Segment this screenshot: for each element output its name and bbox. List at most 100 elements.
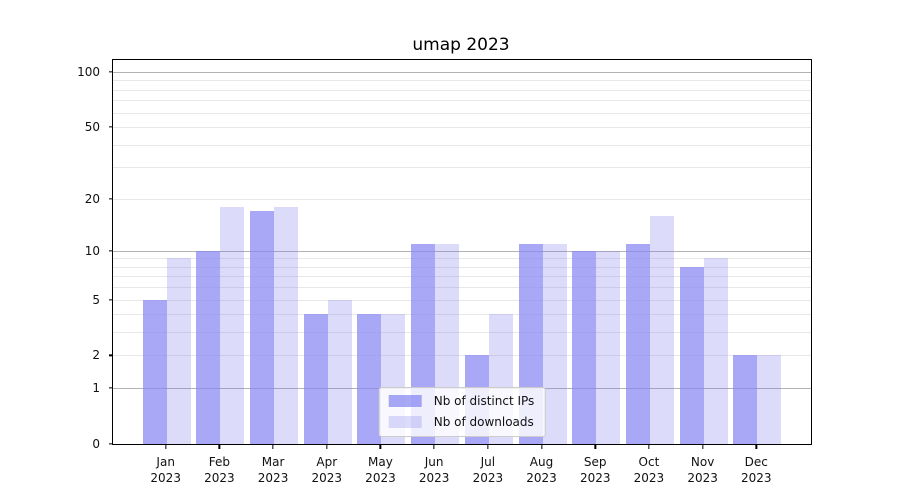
bar-nb-of-distinct-ips-apr [303,314,328,444]
month-name: May [368,455,393,469]
bar-nb-of-downloads-jan [166,258,191,444]
gridline-major-100 [113,71,811,73]
x-tick-mark-jan [165,445,167,449]
y-tick-mark-20 [109,197,113,200]
legend-entry-downloads: Nb of downloads [388,415,535,429]
gridline-minor-8 [113,266,811,268]
x-tick-label-nov: Nov 2023 [687,454,718,486]
month-name: Nov [690,455,715,469]
month-name: Jan [156,455,175,469]
bar-nb-of-downloads-apr [327,299,352,444]
month-year: 2023 [687,471,718,485]
bar-nb-of-distinct-ips-nov [679,266,704,444]
month-year: 2023 [472,471,504,485]
x-tick-mark-jul [487,445,489,449]
x-tick-label-jan: Jan 2023 [150,454,181,486]
bar-nb-of-distinct-ips-mar [250,210,275,444]
month-year: 2023 [257,471,289,485]
gridline-minor-7 [113,276,811,278]
y-tick-label-100: 100 [77,64,100,79]
legend-label-distinct-ips: Nb of distinct IPs [433,394,535,408]
legend-swatch-distinct-ips-icon [388,395,422,407]
x-axis: Jan 2023 Feb 2023 Mar 2023 Apr 2023 May 2023 Jun 20… [112,445,810,495]
x-tick-mark-jun [433,445,435,449]
gridline-minor-90 [113,80,811,82]
month-year: 2023 [150,471,181,485]
gridline-minor-3 [113,332,811,334]
x-tick-mark-oct [648,445,650,449]
x-tick-label-jun: Jun 2023 [419,454,450,486]
gridline-major-10 [113,250,811,252]
y-tick-mark-0 [109,443,113,445]
x-tick-label-mar: Mar 2023 [258,454,289,486]
month-name: Dec [744,455,768,469]
bar-nb-of-distinct-ips-dec [733,355,758,444]
gridline-minor-9 [113,258,811,260]
x-tick-mark-feb [218,445,221,449]
gridline-minor-5 [113,299,811,301]
bar-nb-of-downloads-oct [649,215,674,444]
x-tick-mark-mar [272,445,274,449]
x-tick-mark-nov [701,445,704,449]
y-tick-label-5: 5 [92,292,100,307]
y-tick-label-50: 50 [84,119,100,134]
x-tick-label-aug: Aug 2023 [526,454,557,486]
x-tick-mark-aug [540,445,543,449]
x-tick-label-may: May 2023 [365,454,396,486]
gridline-minor-40 [113,144,811,146]
bar-nb-of-downloads-sep [596,250,621,444]
month-year: 2023 [579,471,611,485]
month-year: 2023 [418,471,450,485]
x-tick-mark-may [379,445,382,449]
bar-nb-of-distinct-ips-sep [572,250,597,444]
y-tick-mark-1 [109,387,113,389]
month-year: 2023 [311,471,343,485]
gridline-minor-20 [113,198,811,200]
y-axis: 0 1 2 5 10 20 50 100 [0,60,113,451]
x-tick-label-dec: Dec 2023 [741,454,772,486]
month-name: Apr [316,455,338,469]
gridline-minor-60 [113,112,811,114]
gridline-minor-80 [113,89,811,91]
month-name: Mar [261,455,285,469]
bar-nb-of-distinct-ips-oct [625,243,650,444]
y-tick-label-10: 10 [84,243,100,258]
legend: Nb of distinct IPs Nb of downloads [378,387,546,437]
month-name: Jul [480,455,496,469]
gridline-minor-30 [113,167,811,169]
month-year: 2023 [204,471,235,485]
bar-nb-of-downloads-dec [757,355,782,444]
y-tick-mark-5 [109,298,113,301]
legend-entry-distinct-ips: Nb of distinct IPs [388,394,535,408]
y-tick-label-20: 20 [84,191,100,206]
gridline-minor-2 [113,355,811,357]
bar-nb-of-downloads-aug [542,243,567,444]
x-tick-label-oct: Oct 2023 [634,454,665,486]
month-name: Feb [208,455,230,469]
month-year: 2023 [741,471,772,485]
bar-nb-of-distinct-ips-may [357,314,382,444]
y-tick-mark-50 [109,126,113,128]
y-tick-mark-2 [109,354,113,357]
x-tick-label-apr: Apr 2023 [311,454,342,486]
bar-nb-of-distinct-ips-jan [142,299,167,444]
x-tick-mark-apr [326,445,328,449]
month-name: Oct [638,455,660,469]
y-tick-mark-10 [109,249,113,252]
bar-nb-of-downloads-nov [703,258,728,444]
y-tick-label-1: 1 [92,381,100,396]
gridline-minor-70 [113,100,811,102]
chart-title: umap 2023 [412,35,510,55]
legend-swatch-downloads-icon [388,416,422,428]
month-year: 2023 [526,471,557,485]
bar-nb-of-distinct-ips-feb [196,250,221,444]
bar-nb-of-downloads-mar [274,206,299,444]
plot-area: Nb of distinct IPs Nb of downloads [112,59,812,445]
y-tick-label-0: 0 [92,437,100,451]
gridline-minor-50 [113,126,811,128]
legend-label-downloads: Nb of downloads [433,415,534,429]
x-tick-label-sep: Sep 2023 [580,454,611,486]
bar-nb-of-downloads-feb [220,206,245,444]
month-year: 2023 [365,471,396,485]
x-tick-mark-sep [594,445,596,449]
